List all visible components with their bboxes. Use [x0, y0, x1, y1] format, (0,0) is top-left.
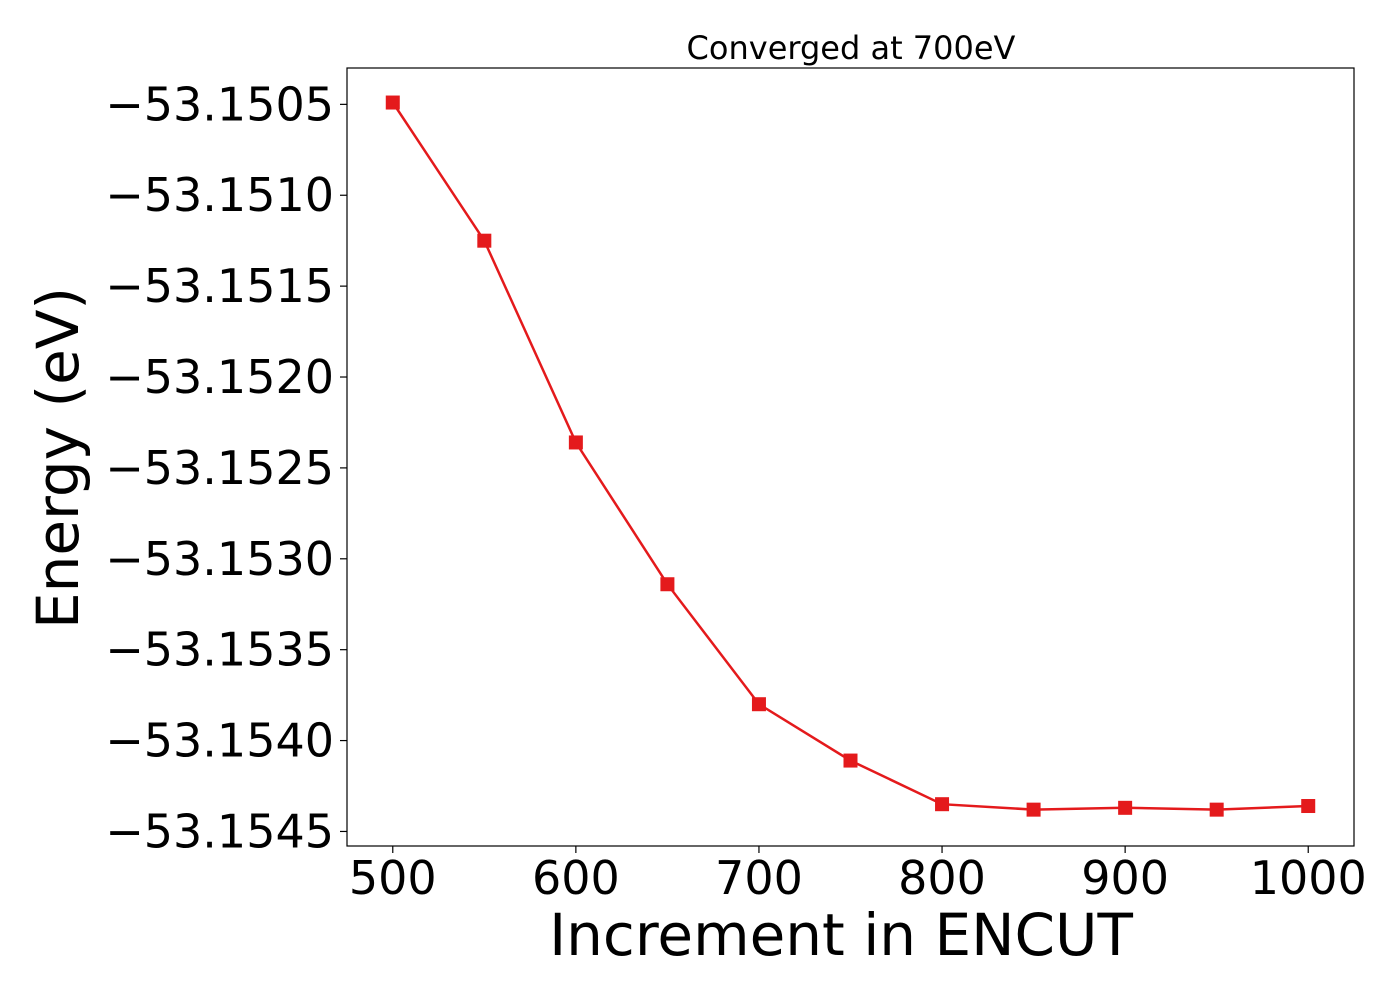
y-axis-label: Energy (eV) — [24, 287, 92, 629]
x-tick-label: 500 — [349, 851, 437, 905]
x-tick-label: 600 — [532, 851, 620, 905]
y-tick-label: −53.1545 — [105, 804, 334, 858]
x-tick-label: 900 — [1081, 851, 1169, 905]
data-point-marker — [1118, 800, 1133, 815]
y-tick-label: −53.1515 — [105, 259, 334, 313]
data-point-marker — [477, 233, 492, 248]
data-point-marker — [1209, 802, 1224, 817]
y-tick-label: −53.1535 — [105, 623, 334, 677]
data-point-marker — [660, 577, 675, 592]
data-point-marker — [568, 435, 583, 450]
data-point-marker — [1026, 802, 1041, 817]
y-tick-label: −53.1540 — [105, 714, 334, 768]
data-point-marker — [1301, 799, 1316, 814]
data-series — [385, 95, 1316, 817]
y-tick-label: −53.1525 — [105, 441, 334, 495]
plot-area-frame — [346, 67, 1355, 847]
y-tick-label: −53.1510 — [105, 168, 334, 222]
x-tick-label: 1000 — [1250, 851, 1367, 905]
data-point-marker — [935, 797, 950, 812]
data-point-marker — [385, 95, 400, 110]
x-axis-ticks: 500 600 700 800 900 1000 — [349, 846, 1367, 905]
series-line — [391, 101, 1309, 811]
x-tick-label: 700 — [715, 851, 803, 905]
y-axis-ticks: −53.1505 −53.1510 −53.1515 −53.1520 −53.1525… — [105, 77, 347, 858]
data-point-marker — [843, 753, 858, 768]
y-tick-label: −53.1520 — [105, 350, 334, 404]
y-tick-label: −53.1530 — [105, 532, 334, 586]
data-point-marker — [751, 697, 766, 712]
chart-title: Converged at 700eV — [687, 29, 1016, 67]
y-tick-label: −53.1505 — [105, 77, 334, 131]
x-axis-label: Increment in ENCUT — [549, 901, 1133, 969]
x-tick-label: 800 — [898, 851, 986, 905]
